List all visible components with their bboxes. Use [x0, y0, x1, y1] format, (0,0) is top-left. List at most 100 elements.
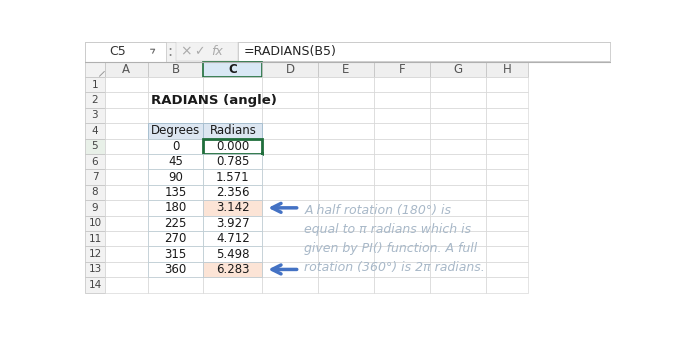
Bar: [204, 169, 262, 185]
Bar: [262, 62, 318, 77]
Bar: [485, 123, 528, 138]
Bar: [147, 154, 204, 169]
Bar: [147, 138, 204, 154]
Bar: [105, 246, 147, 262]
Bar: [374, 185, 430, 200]
Bar: [85, 154, 105, 169]
Bar: [147, 246, 204, 262]
Text: 10: 10: [88, 218, 102, 228]
Text: 5.498: 5.498: [216, 247, 250, 261]
Bar: [105, 154, 147, 169]
Bar: [374, 108, 430, 123]
Bar: [374, 92, 430, 108]
Bar: [204, 108, 262, 123]
Text: F: F: [399, 63, 405, 76]
Bar: [85, 77, 105, 92]
Bar: [374, 231, 430, 246]
Bar: [204, 154, 262, 169]
Text: 135: 135: [164, 186, 187, 199]
Bar: [485, 92, 528, 108]
Bar: [318, 77, 374, 92]
Bar: [204, 262, 262, 277]
Bar: [318, 169, 374, 185]
Bar: [318, 262, 374, 277]
Bar: [485, 200, 528, 216]
Bar: [485, 77, 528, 92]
Bar: [374, 62, 430, 77]
Text: 5: 5: [92, 141, 98, 151]
Bar: [204, 62, 262, 77]
Text: 13: 13: [88, 264, 102, 274]
Bar: [105, 185, 147, 200]
Bar: [204, 246, 262, 262]
Bar: [238, 42, 610, 61]
Text: :: :: [168, 44, 172, 59]
Bar: [262, 77, 318, 92]
Text: G: G: [453, 63, 462, 76]
Bar: [430, 216, 485, 231]
Text: 1.571: 1.571: [216, 171, 250, 183]
Bar: [430, 123, 485, 138]
Bar: [147, 108, 204, 123]
Bar: [318, 154, 374, 169]
Bar: [105, 231, 147, 246]
Bar: [85, 169, 105, 185]
Bar: [204, 216, 262, 231]
Bar: [147, 185, 204, 200]
Text: 6.283: 6.283: [216, 263, 250, 276]
Text: 360: 360: [164, 263, 187, 276]
Bar: [204, 200, 262, 216]
Text: 0.000: 0.000: [217, 140, 249, 153]
Text: Radians: Radians: [209, 124, 257, 137]
Bar: [85, 216, 105, 231]
Bar: [105, 262, 147, 277]
Bar: [204, 231, 262, 246]
Bar: [430, 231, 485, 246]
Bar: [147, 231, 204, 246]
Bar: [204, 138, 262, 154]
Bar: [85, 138, 105, 154]
Bar: [374, 138, 430, 154]
Bar: [85, 42, 611, 62]
Bar: [262, 138, 318, 154]
Bar: [485, 185, 528, 200]
Bar: [204, 123, 262, 138]
Bar: [177, 42, 238, 61]
Bar: [318, 123, 374, 138]
Bar: [105, 138, 147, 154]
Text: ✓: ✓: [194, 45, 205, 58]
Bar: [430, 262, 485, 277]
Bar: [430, 138, 485, 154]
Bar: [147, 62, 204, 77]
Bar: [318, 62, 374, 77]
Text: A: A: [122, 63, 130, 76]
Bar: [318, 108, 374, 123]
Bar: [485, 138, 528, 154]
Bar: [485, 277, 528, 292]
Bar: [261, 152, 264, 155]
Bar: [204, 277, 262, 292]
Bar: [374, 246, 430, 262]
Bar: [318, 138, 374, 154]
Text: 2: 2: [92, 95, 98, 105]
Bar: [485, 169, 528, 185]
Text: 3.927: 3.927: [216, 217, 250, 230]
Text: Degrees: Degrees: [151, 124, 200, 137]
Bar: [374, 123, 430, 138]
Text: =RADIANS(B5): =RADIANS(B5): [244, 45, 337, 58]
Bar: [204, 77, 262, 92]
Bar: [485, 62, 528, 77]
Bar: [105, 277, 147, 292]
Text: 8: 8: [92, 188, 98, 198]
Bar: [105, 216, 147, 231]
Bar: [262, 169, 318, 185]
Bar: [430, 92, 485, 108]
Text: 4: 4: [92, 126, 98, 136]
Text: 270: 270: [164, 232, 187, 245]
Bar: [318, 185, 374, 200]
Bar: [262, 185, 318, 200]
Text: E: E: [342, 63, 350, 76]
Bar: [485, 154, 528, 169]
Text: 9: 9: [92, 203, 98, 213]
Bar: [204, 92, 262, 108]
